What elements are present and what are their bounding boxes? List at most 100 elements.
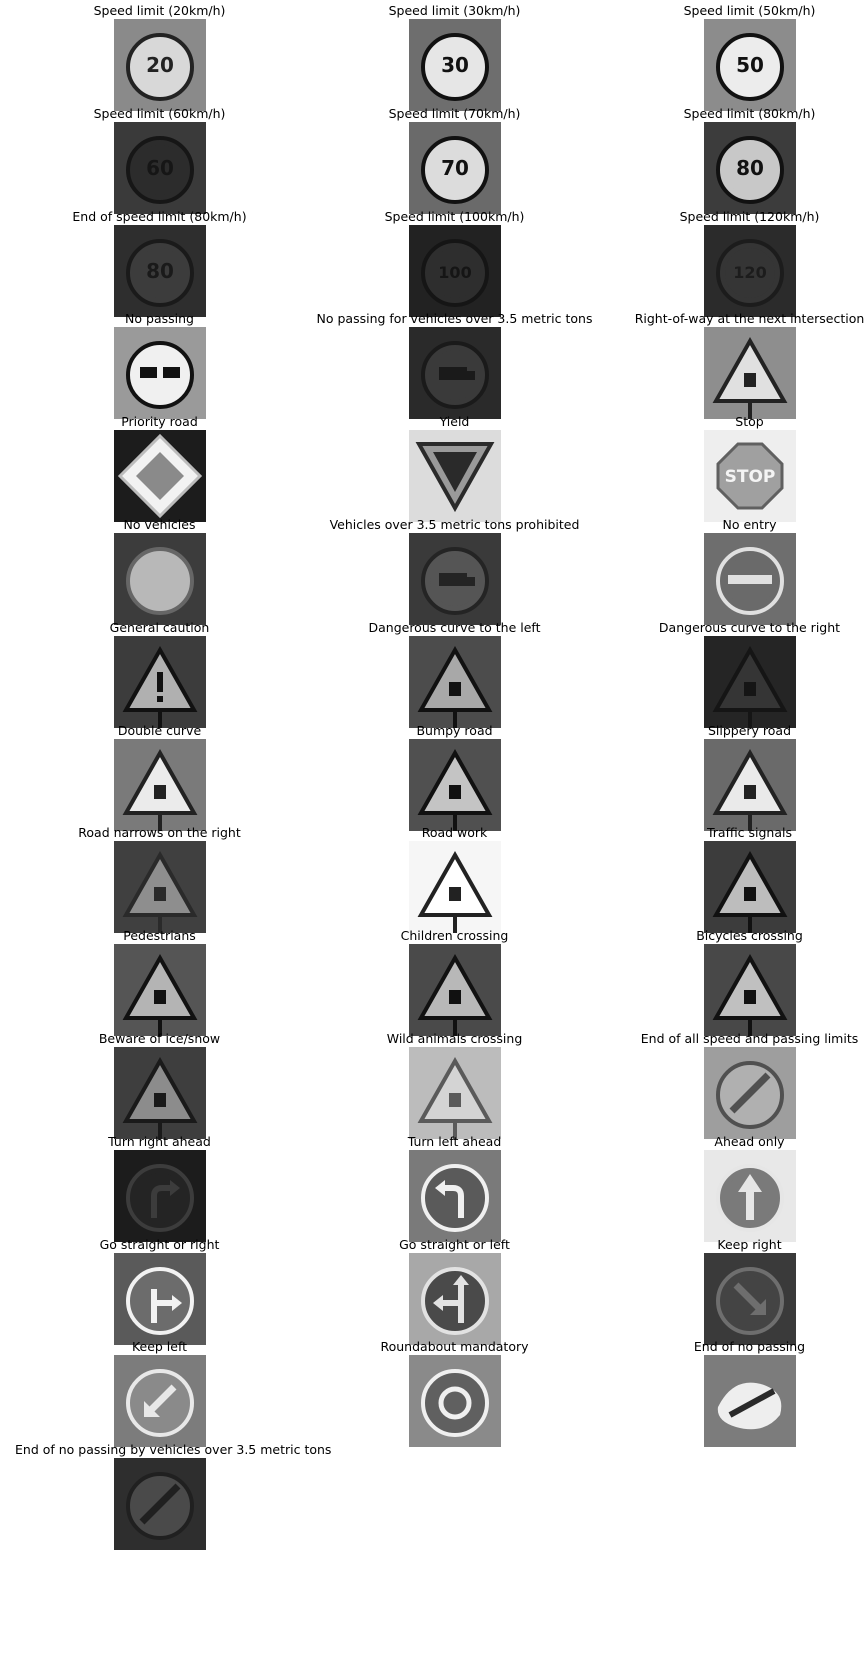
sign-plate: [122, 1056, 198, 1139]
sign-symbol: [154, 1093, 166, 1107]
sign-cell: Vehicles over 3.5 metric tons prohibited: [310, 517, 599, 628]
sign-plate: [126, 547, 194, 615]
sign-symbol: 80: [146, 259, 174, 283]
sign-cell: Speed limit (120km/h) 120: [605, 209, 868, 320]
sign-symbol: [449, 887, 461, 902]
traffic-sign-image: [704, 1252, 796, 1345]
sign-title: Vehicles over 3.5 metric tons prohibited: [329, 517, 580, 532]
sign-title: Speed limit (50km/h): [683, 3, 816, 18]
sign-plate: [417, 954, 493, 1037]
sign-cell: Dangerous curve to the left: [310, 620, 599, 731]
sign-title: Bumpy road: [416, 722, 493, 738]
traffic-sign-image: 20: [114, 19, 206, 111]
sign-plate: [421, 135, 489, 204]
sign-cell: Right-of-way at the next intersection: [605, 311, 868, 422]
sign-cell: Yield: [310, 414, 599, 525]
traffic-sign-image: 100: [409, 224, 501, 317]
sign-symbol: [144, 1384, 177, 1418]
sign-title: End of no passing: [693, 1339, 806, 1355]
sign-plate: [117, 434, 203, 519]
traffic-sign-image: [409, 327, 501, 420]
traffic-sign-image: [409, 841, 501, 934]
sign-cell: End of no passing by vehicles over 3.5 m…: [15, 1442, 331, 1553]
sign-title: Go straight or right: [99, 1236, 220, 1252]
svg-text:70: 70: [441, 156, 469, 180]
svg-text:80: 80: [736, 156, 764, 180]
traffic-sign-image: [114, 1355, 206, 1448]
sign-cell: Speed limit (70km/h) 70: [310, 106, 599, 217]
sign-symbol: [151, 1179, 180, 1218]
sign-title: Keep right: [717, 1236, 782, 1252]
traffic-sign-image: [409, 533, 501, 625]
sign-cell: Keep right: [605, 1237, 868, 1348]
traffic-sign-image: [704, 944, 796, 1037]
sign-cell: Bicycles crossing: [605, 928, 868, 1039]
sign-plate: [712, 851, 788, 934]
traffic-sign-image: STOP: [704, 430, 796, 523]
sign-plate: [122, 954, 198, 1037]
sign-symbol: 80: [736, 156, 764, 180]
sign-cell: Speed limit (30km/h) 30: [310, 3, 599, 114]
sign-symbol: [151, 1288, 182, 1323]
traffic-sign-image: [409, 1355, 501, 1448]
sign-plate: [417, 1056, 493, 1139]
traffic-sign-image: [409, 1047, 501, 1139]
traffic-sign-image: [704, 1355, 796, 1448]
traffic-sign-image: [409, 1252, 501, 1345]
traffic-sign-image: [114, 533, 206, 625]
sign-symbol: 60: [146, 156, 174, 180]
sign-plate: [421, 1369, 489, 1438]
traffic-sign-image: [409, 1149, 501, 1242]
sign-symbol: [154, 990, 166, 1005]
sign-symbol: [439, 573, 475, 586]
sign-plate: [126, 1163, 194, 1232]
traffic-sign-image: [704, 327, 796, 420]
svg-text:100: 100: [438, 263, 471, 282]
traffic-sign-image: [704, 1047, 796, 1139]
sign-cell: Beware of ice/snow: [15, 1031, 304, 1142]
sign-plate: [126, 33, 194, 101]
sign-title: Wild animals crossing: [386, 1031, 523, 1046]
sign-symbol: [744, 887, 756, 902]
sign-plate: [716, 33, 784, 101]
sign-cell: Go straight or right: [15, 1237, 304, 1348]
sign-plate: [717, 1383, 782, 1430]
sign-cell: Slippery road: [605, 723, 868, 834]
sign-plate: [716, 238, 784, 307]
traffic-sign-image: 120: [704, 224, 796, 317]
sign-title: End of all speed and passing limits: [640, 1031, 859, 1046]
sign-title: Traffic signals: [706, 825, 793, 841]
sign-cell: Speed limit (100km/h) 100: [310, 209, 599, 320]
svg-text:30: 30: [441, 53, 469, 77]
sign-cell: Roundabout mandatory: [310, 1339, 599, 1450]
traffic-sign-image: 80: [704, 121, 796, 214]
sign-cell: Traffic signals: [605, 825, 868, 936]
sign-symbol: [433, 1274, 469, 1323]
sign-symbol: 20: [146, 53, 174, 77]
sign-title: Beware of ice/snow: [98, 1031, 221, 1046]
sign-title: Speed limit (20km/h): [93, 3, 226, 18]
sign-symbol: 100: [438, 263, 471, 282]
sign-symbol: STOP: [725, 467, 776, 487]
traffic-sign-image: [409, 635, 501, 728]
sign-title: Keep left: [131, 1339, 188, 1355]
sign-symbol: [154, 887, 166, 902]
sign-cell: Turn right ahead: [15, 1134, 304, 1245]
sign-symbol: [733, 1282, 766, 1315]
traffic-sign-image: [409, 430, 501, 523]
svg-text:20: 20: [146, 53, 174, 77]
sign-symbol: [140, 367, 180, 379]
sign-plate: [417, 645, 493, 728]
sign-plate: [712, 645, 788, 728]
sign-plate: [421, 238, 489, 307]
sign-cell: Turn left ahead: [310, 1134, 599, 1245]
traffic-sign-image: [114, 1252, 206, 1345]
sign-title: Roundabout mandatory: [380, 1339, 529, 1355]
sign-plate: [421, 33, 489, 101]
sign-plate: [712, 337, 788, 420]
sign-cell: End of speed limit (80km/h) 80: [15, 209, 304, 320]
sign-plate: [417, 851, 493, 934]
sign-cell: Dangerous curve to the right: [605, 620, 868, 731]
sign-symbol: [438, 1386, 472, 1420]
